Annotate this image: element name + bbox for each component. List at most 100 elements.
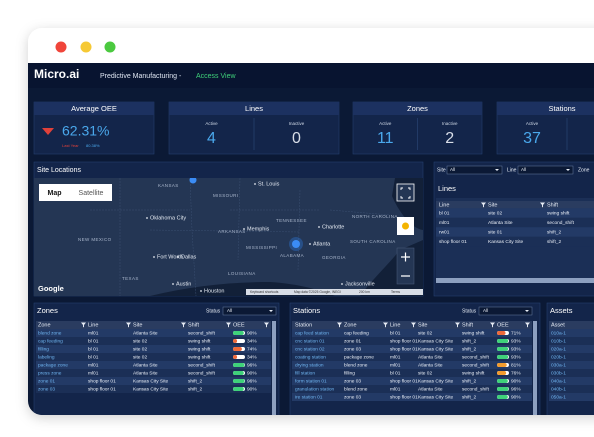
table-row[interactable]	[36, 345, 271, 353]
filter-icon[interactable]	[81, 322, 86, 328]
cell: Kansas City Site	[488, 239, 524, 245]
map-label: KANSAS	[158, 183, 179, 188]
panel-title: Lines	[438, 184, 456, 193]
table-row[interactable]	[292, 369, 532, 377]
filter-select[interactable]	[517, 165, 574, 175]
cell: ml01	[439, 220, 450, 226]
cell: cap feed station	[295, 330, 329, 336]
table-row[interactable]	[292, 393, 532, 401]
map-attribution: Terms	[391, 290, 400, 294]
cell: package zone	[38, 362, 68, 368]
table-row[interactable]	[549, 337, 594, 345]
column-header: OEE	[233, 322, 245, 328]
table-row[interactable]	[36, 337, 271, 345]
filter-icon[interactable]	[411, 322, 416, 328]
table-row[interactable]	[36, 385, 271, 393]
cell: swing shift	[462, 370, 485, 376]
google-logo: Google	[38, 284, 64, 293]
table-row[interactable]	[549, 377, 594, 385]
cell: cap feeding	[344, 330, 369, 336]
filter-icon[interactable]	[481, 202, 486, 208]
dropdown-caret	[525, 310, 529, 312]
cell: Atlanta Site	[418, 386, 443, 392]
cell: swing shift	[188, 354, 211, 360]
cell: shop floor 01	[390, 346, 418, 352]
card-header	[169, 102, 339, 115]
table-row[interactable]	[436, 208, 594, 218]
cell: zone 01	[38, 378, 55, 384]
filter-icon[interactable]	[455, 322, 460, 328]
kpi-value: 62.31%	[62, 123, 109, 139]
close-dot[interactable]	[55, 41, 67, 53]
table-row[interactable]	[292, 353, 532, 361]
filter-icon[interactable]	[337, 322, 342, 328]
map-label: TEXAS	[122, 276, 139, 281]
cell: shift_2	[462, 378, 476, 384]
table-row[interactable]	[36, 329, 271, 337]
table-row[interactable]	[549, 385, 594, 393]
table-row[interactable]	[549, 369, 594, 377]
oee-value: 90%	[511, 378, 521, 384]
table-row[interactable]	[436, 236, 594, 247]
table-row[interactable]	[36, 377, 271, 385]
cell: second_shift	[547, 220, 575, 226]
table-row[interactable]	[36, 353, 271, 361]
fullscreen-button[interactable]	[396, 183, 415, 202]
table-row[interactable]	[549, 361, 594, 369]
table-row[interactable]	[292, 385, 532, 393]
city-dot	[341, 283, 343, 285]
oee-value: 74%	[247, 346, 257, 352]
cell: 020b-1	[551, 354, 566, 360]
table-row[interactable]	[292, 377, 532, 385]
table-row[interactable]	[436, 227, 594, 237]
cell: zone 03	[344, 346, 361, 352]
scrollbar	[272, 321, 276, 415]
map-button[interactable]	[39, 184, 70, 201]
maximize-dot[interactable]	[104, 41, 116, 53]
cell: bl 01	[88, 354, 99, 360]
filter-icon[interactable]	[181, 322, 186, 328]
table-row[interactable]	[436, 217, 594, 228]
map-label: St. Louis	[258, 181, 280, 187]
table-row[interactable]	[36, 361, 271, 369]
filter-value: All	[450, 167, 455, 172]
cell: ml01	[88, 330, 99, 336]
minimize-dot[interactable]	[80, 41, 92, 53]
cell: Kansas City Site	[418, 346, 454, 352]
oee-value: 90%	[247, 386, 257, 392]
table-row[interactable]	[549, 345, 594, 353]
table-row[interactable]	[292, 329, 532, 337]
table-row[interactable]	[36, 369, 271, 377]
table-header	[549, 321, 594, 329]
cell: rw01	[439, 229, 450, 235]
filter-icon[interactable]	[226, 322, 231, 328]
filter-icon[interactable]	[490, 322, 495, 328]
filter-icon[interactable]	[383, 322, 388, 328]
status-select[interactable]	[478, 306, 533, 316]
filter-icon[interactable]	[126, 322, 131, 328]
table-row[interactable]	[292, 345, 532, 353]
filter-icon[interactable]	[525, 322, 530, 328]
filter-icon[interactable]	[540, 202, 545, 208]
status-value: All	[227, 308, 232, 313]
cell: granulation station	[295, 386, 335, 392]
active-count: 11	[377, 130, 394, 147]
site-marker[interactable]	[292, 240, 300, 248]
cell: shift_2	[547, 239, 561, 245]
page-title: Predictive Manufacturing -	[100, 73, 182, 80]
city-dot	[172, 283, 174, 285]
filter-icon[interactable]	[264, 322, 269, 328]
map-label: Houston	[204, 288, 225, 294]
satellite-button[interactable]	[70, 184, 112, 201]
table-row[interactable]	[292, 337, 532, 345]
status-select[interactable]	[222, 306, 277, 316]
table-row[interactable]	[292, 361, 532, 369]
dropdown-caret	[495, 169, 499, 171]
table-row[interactable]	[549, 353, 594, 361]
table-row[interactable]	[549, 329, 594, 337]
filter-select[interactable]	[446, 165, 503, 175]
oee-bar	[233, 371, 244, 375]
table-row[interactable]	[549, 393, 594, 401]
site-marker[interactable]	[189, 177, 197, 184]
